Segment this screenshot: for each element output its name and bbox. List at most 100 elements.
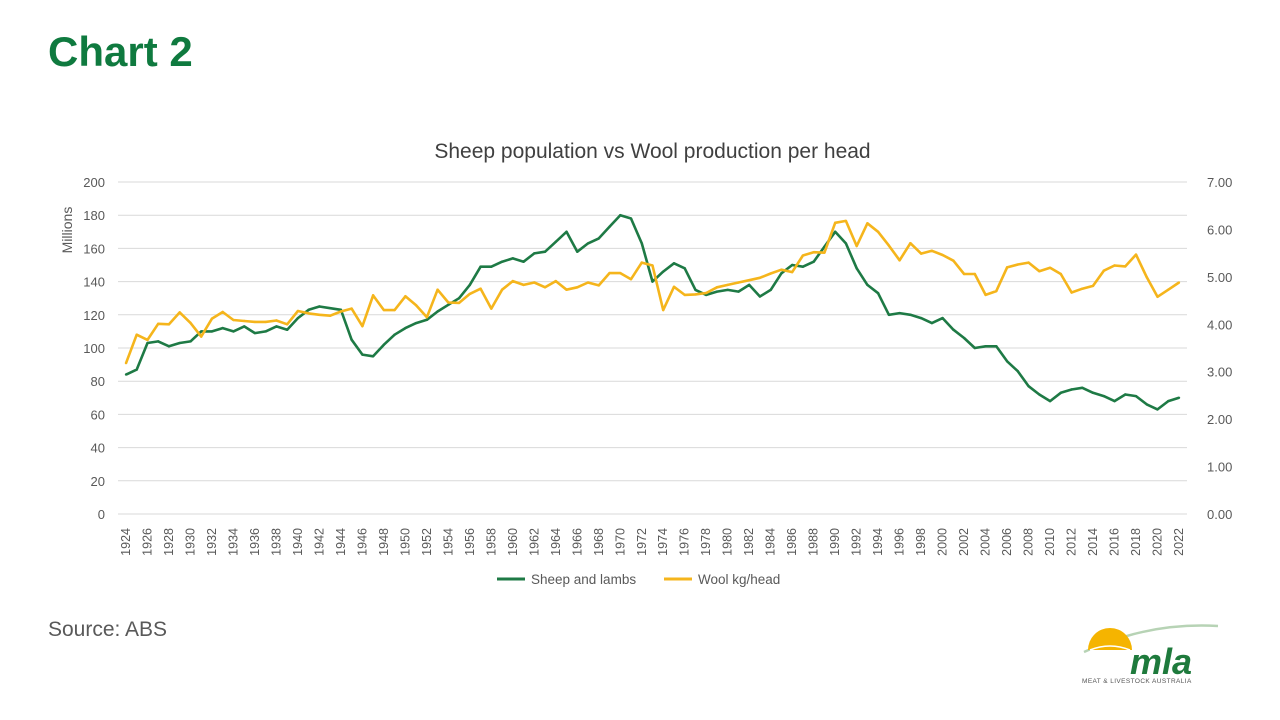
y-tick-label: 20 [91, 474, 105, 489]
data-point-wool [1005, 266, 1009, 269]
data-point-wool [135, 333, 138, 336]
y-tick-label: 0 [98, 507, 105, 522]
data-point-wool [1124, 265, 1127, 268]
data-point-wool [414, 304, 418, 307]
data-point-wool [178, 311, 181, 314]
data-point-sheep [124, 373, 128, 376]
data-point-wool [468, 292, 472, 296]
data-point-wool [1027, 261, 1030, 264]
x-tick-label: 1960 [506, 528, 520, 556]
data-point-wool [1145, 276, 1148, 279]
data-point-sheep [350, 338, 353, 341]
data-point-wool [769, 272, 772, 275]
data-point-sheep [479, 265, 482, 268]
x-tick-label: 1982 [742, 528, 756, 556]
x-tick-label: 1994 [871, 528, 885, 556]
data-point-wool [554, 279, 557, 283]
y2-tick-label: 2.00 [1207, 412, 1232, 427]
data-point-wool [167, 323, 171, 326]
data-point-wool [457, 301, 461, 305]
data-point-sheep [619, 214, 622, 217]
y-tick-label: 140 [83, 275, 105, 290]
x-tick-label: 2022 [1172, 528, 1186, 556]
data-point-sheep [726, 288, 729, 292]
x-tick-label: 1968 [592, 528, 606, 556]
data-point-sheep [447, 303, 450, 307]
y2-tick-label: 0.00 [1207, 507, 1232, 522]
data-point-wool [984, 293, 987, 297]
data-point-sheep [328, 306, 332, 310]
x-tick-label: 2006 [1000, 528, 1014, 556]
chart-title: Sheep population vs Wool production per … [434, 140, 870, 163]
data-point-wool [737, 281, 740, 284]
data-point-wool [296, 309, 300, 313]
data-point-sheep [844, 242, 848, 245]
data-point-wool [672, 285, 676, 289]
x-tick-label: 1944 [334, 528, 348, 556]
data-point-wool [833, 221, 837, 224]
y-tick-label: 100 [83, 341, 105, 356]
x-tick-label: 2020 [1151, 528, 1165, 556]
data-point-wool [1048, 266, 1052, 270]
data-point-sheep [178, 341, 181, 345]
data-point-wool [629, 278, 633, 281]
y-tick-label: 200 [83, 175, 105, 190]
x-tick-label: 2002 [957, 528, 971, 556]
data-point-sheep [780, 272, 783, 275]
data-point-wool [285, 323, 289, 326]
data-point-sheep [490, 265, 493, 268]
logo-wordmark: mla [1130, 641, 1192, 682]
data-point-wool [683, 293, 686, 297]
data-point-sheep [1048, 399, 1052, 403]
x-tick-label: 1926 [140, 528, 154, 556]
data-point-wool [1156, 295, 1159, 298]
x-tick-label: 1958 [484, 528, 498, 556]
data-point-wool [1059, 272, 1063, 276]
data-point-sheep [1177, 396, 1181, 399]
data-point-sheep [296, 316, 300, 320]
data-point-sheep [167, 345, 171, 348]
data-point-wool [619, 271, 622, 275]
data-point-sheep [984, 345, 987, 348]
x-tick-label: 1942 [312, 528, 326, 556]
data-point-wool [533, 281, 536, 284]
data-point-sheep [576, 250, 579, 253]
x-tick-label: 1930 [183, 528, 197, 556]
data-point-wool [393, 308, 396, 312]
data-point-sheep [812, 260, 815, 263]
data-point-sheep [210, 330, 214, 333]
x-tick-label: 2014 [1086, 528, 1100, 556]
data-point-sheep [909, 313, 912, 316]
data-point-wool [662, 308, 665, 312]
data-point-wool [995, 289, 998, 293]
data-point-wool [586, 281, 590, 284]
data-point-sheep [1081, 386, 1084, 390]
data-point-wool [1167, 288, 1170, 291]
data-point-wool [264, 320, 267, 324]
data-point-wool [404, 295, 407, 298]
data-point-wool [705, 291, 708, 295]
x-tick-label: 1938 [269, 528, 283, 556]
x-tick-label: 2000 [936, 528, 950, 556]
data-point-sheep [404, 326, 407, 330]
data-point-wool [124, 361, 128, 365]
x-tick-label: 1940 [291, 528, 305, 556]
data-point-sheep [662, 270, 665, 273]
data-point-sheep [758, 295, 762, 298]
data-point-sheep [1091, 391, 1095, 395]
data-point-wool [608, 271, 611, 275]
x-tick-label: 1978 [699, 528, 713, 556]
data-point-sheep [393, 333, 396, 336]
data-point-sheep [371, 355, 375, 358]
x-tick-label: 1956 [463, 528, 477, 556]
data-point-wool [157, 322, 160, 326]
data-point-sheep [597, 237, 600, 240]
logo-tagline: MEAT & LIVESTOCK AUSTRALIA [1082, 678, 1192, 685]
data-point-wool [930, 249, 934, 252]
x-tick-label: 1962 [527, 528, 541, 556]
data-point-wool [221, 310, 224, 314]
data-point-wool [898, 259, 901, 262]
data-point-wool [1102, 269, 1105, 272]
data-point-wool [887, 244, 891, 247]
x-tick-label: 2004 [979, 528, 993, 556]
